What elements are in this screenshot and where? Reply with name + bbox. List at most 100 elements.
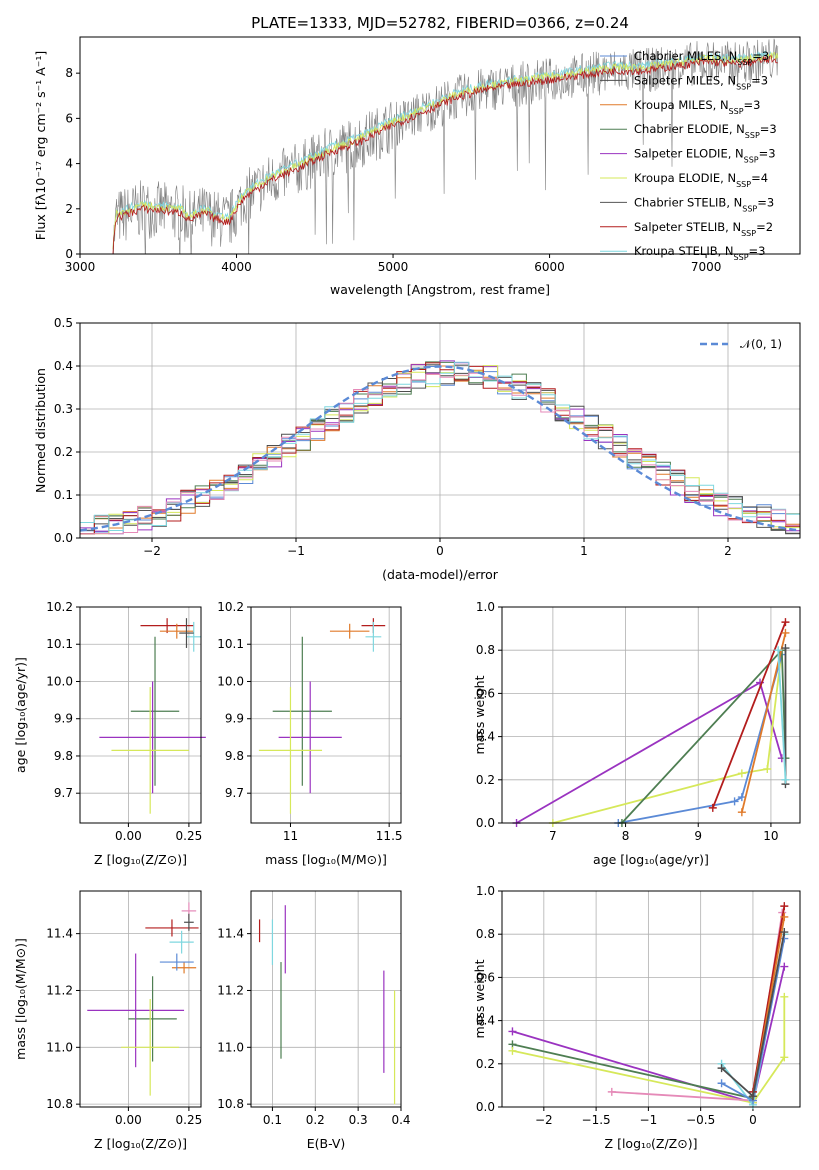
x-tick-label: 4000	[221, 260, 252, 274]
x-axis-label: Z [log₁₀(Z/Z⊙)]	[94, 1136, 187, 1151]
x-axis-label: Z [log₁₀(Z/Z⊙)]	[605, 1136, 698, 1151]
legend-entry: Salpeter STELIB, NSSP=2	[634, 220, 773, 238]
y-tick-label: 0.4	[54, 359, 73, 373]
axes-frame	[501, 890, 801, 1108]
weight-marker	[717, 1079, 726, 1088]
weight-marker	[708, 803, 717, 812]
weight-marker	[737, 793, 746, 802]
y-tick-label: 0.4	[476, 1014, 495, 1028]
y-tick-label: 1.0	[476, 600, 495, 614]
x-tick-label: 0.25	[176, 829, 203, 843]
legend-entry: Salpeter MILES, NSSP=3	[634, 73, 768, 91]
x-tick-label: 10	[763, 829, 778, 843]
x-tick-label: 7	[549, 829, 557, 843]
y-tick-label: 10.0	[46, 674, 73, 688]
weight-marker	[780, 992, 789, 1001]
weight-marker	[780, 902, 789, 911]
y-tick-label: 0.2	[476, 773, 495, 787]
y-tick-label: 1.0	[476, 884, 495, 898]
weight-marker	[780, 912, 789, 921]
y-tick-label: 11.2	[46, 983, 73, 997]
x-tick-label: −1	[640, 1113, 658, 1127]
axes-frame	[79, 36, 801, 255]
y-tick-label: 9.9	[225, 712, 244, 726]
axes-frame	[79, 322, 801, 539]
y-axis-label: Normed distribution	[33, 368, 48, 493]
y-tick-label: 4	[65, 157, 73, 171]
weight-marker	[737, 808, 746, 817]
model-spectrum	[112, 51, 779, 250]
weight-marker	[774, 646, 783, 655]
x-axis-label: mass [log₁₀(M/M⊙)]	[265, 852, 387, 867]
x-tick-label: −0.5	[686, 1113, 715, 1127]
legend-entry: Chabrier STELIB, NSSP=3	[634, 195, 774, 213]
y-axis-label: Flux [fλ10⁻¹⁷ erg cm⁻² s⁻¹ A⁻¹]	[33, 51, 48, 240]
x-tick-label: 2	[724, 544, 732, 558]
x-tick-label: −1.5	[582, 1113, 611, 1127]
weight-line	[711, 621, 787, 809]
weight-marker	[737, 769, 746, 778]
x-tick-label: −2	[143, 544, 161, 558]
y-tick-label: 10.8	[46, 1097, 73, 1111]
y-tick-label: 9.7	[225, 786, 244, 800]
legend-entry: Kroupa ELODIE, NSSP=4	[634, 171, 768, 189]
x-tick-label: 0	[436, 544, 444, 558]
x-tick-label: 9	[694, 829, 702, 843]
y-tick-label: 0.3	[54, 402, 73, 416]
x-tick-label: 0.2	[306, 1113, 325, 1127]
x-tick-label: 0.3	[349, 1113, 368, 1127]
axes-5	[76, 891, 201, 1111]
y-axis-label: mass [log₁₀(M/M⊙)]	[13, 938, 28, 1060]
legend-entry: 𝒩(0, 1)	[740, 337, 782, 351]
weight-marker	[607, 1087, 616, 1096]
weight-marker	[717, 1064, 726, 1073]
weight-line	[618, 654, 783, 824]
y-tick-label: 11.4	[217, 927, 244, 941]
x-tick-label: 0	[749, 1113, 757, 1127]
y-tick-label: 0	[65, 247, 73, 261]
weight-marker	[730, 797, 739, 806]
axes-frame	[79, 890, 202, 1108]
weight-marker	[763, 765, 772, 773]
weight-line	[552, 650, 783, 824]
y-tick-label: 0.0	[476, 816, 495, 830]
weight-line	[752, 905, 786, 1093]
y-tick-label: 6	[65, 111, 73, 125]
axes-2	[76, 606, 201, 827]
y-tick-label: 11.4	[46, 927, 73, 941]
weight-marker	[508, 1027, 517, 1036]
weight-line	[516, 681, 783, 824]
legend-entry: Chabrier ELODIE, NSSP=3	[634, 122, 777, 140]
y-tick-label: 0.2	[476, 1057, 495, 1071]
y-tick-label: 0.6	[476, 686, 495, 700]
axes-frame	[250, 606, 402, 824]
x-tick-label: 11.5	[376, 829, 403, 843]
y-tick-label: 0.8	[476, 643, 495, 657]
y-tick-label: 8	[65, 66, 73, 80]
x-tick-label: 3000	[65, 260, 96, 274]
model-spectrum	[112, 55, 778, 254]
x-tick-label: 0.00	[115, 1113, 142, 1127]
x-tick-label: 0.00	[115, 829, 142, 843]
x-tick-label: 5000	[378, 260, 409, 274]
x-axis-label: Z [log₁₀(Z/Z⊙)]	[94, 852, 187, 867]
figure-title: PLATE=1333, MJD=52782, FIBERID=0366, z=0…	[251, 14, 629, 32]
y-tick-label: 0.2	[54, 445, 73, 459]
weight-line	[512, 996, 786, 1104]
y-tick-label: 10.2	[217, 600, 244, 614]
axes-1	[76, 322, 800, 542]
x-tick-label: 1	[580, 544, 588, 558]
weight-marker	[780, 928, 789, 937]
y-axis-label: mass weight	[472, 959, 487, 1038]
y-tick-label: 10.0	[217, 674, 244, 688]
weight-line	[777, 650, 787, 780]
x-tick-label: 0.4	[391, 1113, 410, 1127]
y-tick-label: 0.4	[476, 730, 495, 744]
x-tick-label: 11	[283, 829, 298, 843]
y-tick-label: 2	[65, 202, 73, 216]
y-tick-label: 9.8	[54, 749, 73, 763]
axes-frame	[79, 606, 202, 824]
weight-marker	[781, 618, 790, 627]
axes-0	[76, 72, 707, 258]
